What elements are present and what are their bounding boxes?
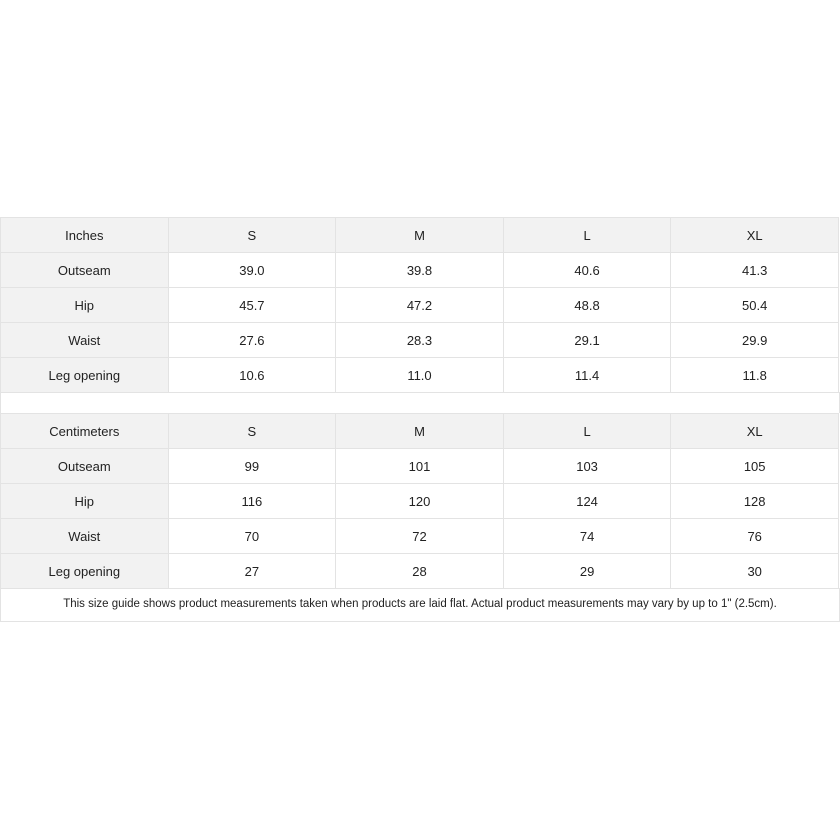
table-row: Outseam 39.0 39.8 40.6 41.3	[0, 252, 839, 288]
measurement-value: 10.6	[167, 357, 337, 393]
measurement-label: Leg opening	[0, 553, 169, 589]
size-header: L	[502, 413, 672, 449]
measurement-value: 39.8	[335, 252, 504, 288]
table-row: Leg opening 10.6 11.0 11.4 11.8	[0, 357, 839, 393]
measurement-value: 116	[167, 483, 337, 519]
measurement-value: 74	[502, 518, 672, 554]
size-header: XL	[670, 413, 839, 449]
measurement-value: 27.6	[167, 322, 337, 358]
measurement-value: 29.9	[670, 322, 839, 358]
measurement-value: 47.2	[335, 287, 504, 323]
table-row: Outseam 99 101 103 105	[0, 448, 839, 484]
measurement-value: 101	[335, 448, 504, 484]
size-header: XL	[670, 217, 839, 253]
unit-label: Inches	[0, 217, 169, 253]
measurement-value: 28	[335, 553, 504, 589]
header-row: Centimeters S M L XL	[0, 413, 839, 449]
table-row: Hip 45.7 47.2 48.8 50.4	[0, 287, 839, 323]
measurement-value: 11.0	[335, 357, 504, 393]
measurement-value: 99	[167, 448, 337, 484]
size-header: M	[335, 217, 504, 253]
measurement-value: 11.4	[502, 357, 672, 393]
measurement-value: 29.1	[502, 322, 672, 358]
measurement-label: Outseam	[0, 252, 169, 288]
measurement-label: Waist	[0, 322, 169, 358]
size-header: L	[502, 217, 672, 253]
table-row: Waist 70 72 74 76	[0, 518, 839, 554]
table-row: Leg opening 27 28 29 30	[0, 553, 839, 589]
measurement-value: 120	[335, 483, 504, 519]
measurement-value: 41.3	[670, 252, 839, 288]
header-row: Inches S M L XL	[0, 217, 839, 253]
measurement-value: 124	[502, 483, 672, 519]
measurement-label: Waist	[0, 518, 169, 554]
measurement-value: 11.8	[670, 357, 839, 393]
size-header: S	[167, 413, 337, 449]
measurement-value: 103	[502, 448, 672, 484]
measurement-value: 48.8	[502, 287, 672, 323]
table-spacer	[0, 392, 840, 413]
measurement-label: Leg opening	[0, 357, 169, 393]
measurement-value: 27	[167, 553, 337, 589]
inches-size-table: Inches S M L XL Outseam 39.0 39.8 40.6 41.3 Hip 45.…	[0, 217, 839, 393]
measurement-value: 29	[502, 553, 672, 589]
measurement-value: 105	[670, 448, 839, 484]
measurement-value: 39.0	[167, 252, 337, 288]
measurement-value: 72	[335, 518, 504, 554]
table-row: Hip 116 120 124 128	[0, 483, 839, 519]
measurement-value: 76	[670, 518, 839, 554]
measurement-label: Hip	[0, 287, 169, 323]
size-guide-note: This size guide shows product measuremen…	[0, 588, 840, 622]
measurement-value: 28.3	[335, 322, 504, 358]
measurement-label: Hip	[0, 483, 169, 519]
measurement-value: 128	[670, 483, 839, 519]
table-row: Waist 27.6 28.3 29.1 29.9	[0, 322, 839, 358]
measurement-value: 70	[167, 518, 337, 554]
measurement-value: 45.7	[167, 287, 337, 323]
size-header: S	[167, 217, 337, 253]
measurement-value: 50.4	[670, 287, 839, 323]
unit-label: Centimeters	[0, 413, 169, 449]
measurement-label: Outseam	[0, 448, 169, 484]
measurement-value: 30	[670, 553, 839, 589]
centimeters-size-table: Centimeters S M L XL Outseam 99 101 103 105 Hip 116…	[0, 413, 839, 589]
measurement-value: 40.6	[502, 252, 672, 288]
size-header: M	[335, 413, 504, 449]
